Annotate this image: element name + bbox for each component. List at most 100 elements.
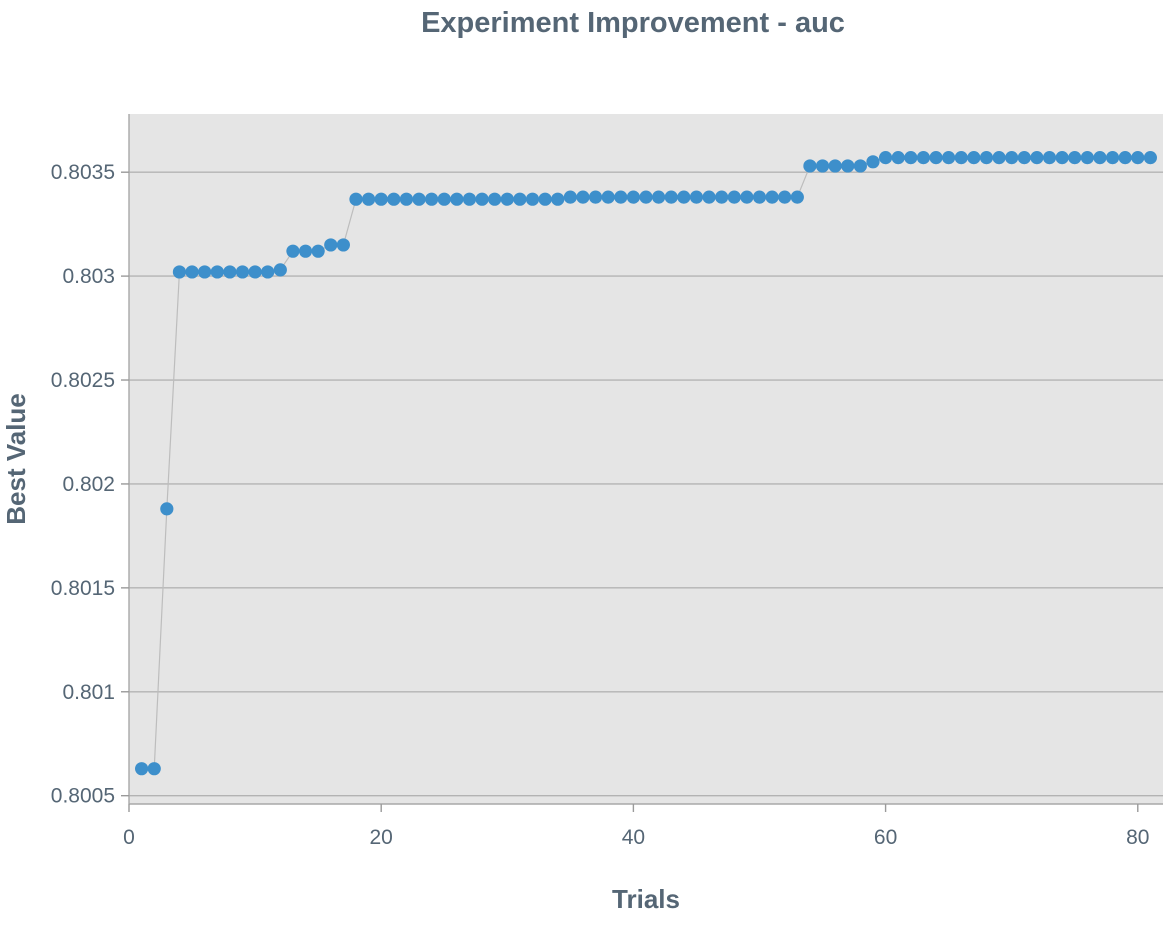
- data-point: [248, 265, 262, 279]
- data-point: [450, 192, 464, 206]
- y-tick-label: 0.8015: [51, 577, 115, 600]
- data-point: [765, 190, 779, 204]
- data-point: [727, 190, 741, 204]
- data-point: [929, 151, 943, 165]
- data-point: [147, 762, 161, 776]
- data-point: [866, 155, 880, 169]
- data-point: [954, 151, 968, 165]
- data-point: [790, 190, 804, 204]
- data-point: [475, 192, 489, 206]
- data-point: [437, 192, 451, 206]
- data-point: [172, 265, 187, 279]
- data-point: [1005, 151, 1019, 165]
- data-point: [942, 151, 956, 165]
- data-point: [1030, 151, 1044, 165]
- data-point: [601, 190, 615, 204]
- chart-title: Experiment Improvement - auc: [421, 7, 845, 39]
- plot-background: [129, 114, 1163, 804]
- y-tick-label: 0.801: [62, 681, 115, 704]
- y-tick-label: 0.803: [62, 265, 115, 288]
- data-point: [273, 263, 287, 277]
- data-point: [160, 502, 174, 516]
- data-point: [1017, 151, 1031, 165]
- data-point: [500, 192, 514, 206]
- data-point: [1118, 151, 1132, 165]
- data-point: [1093, 151, 1107, 165]
- data-point: [462, 192, 477, 206]
- y-tick-label: 0.8005: [51, 785, 115, 808]
- data-point: [815, 159, 830, 173]
- data-point: [298, 244, 313, 258]
- data-point: [652, 190, 666, 204]
- y-axis-ticks: 0.8005 0.801 0.8015 0.802 0.8025 0.803 0.8035: [51, 161, 129, 808]
- data-point: [374, 192, 388, 206]
- data-point: [752, 190, 767, 204]
- data-point: [979, 151, 994, 165]
- x-tick-label: 60: [874, 826, 897, 849]
- series-points: [135, 151, 1157, 776]
- data-point: [1080, 151, 1094, 165]
- data-point: [841, 159, 855, 173]
- data-point: [336, 238, 350, 252]
- data-point: [551, 192, 565, 206]
- data-point: [878, 151, 893, 165]
- data-point: [891, 151, 905, 165]
- axes: [128, 114, 1163, 805]
- data-point: [740, 190, 754, 204]
- x-axis-title: Trials: [612, 884, 680, 914]
- y-tick-label: 0.8035: [51, 161, 115, 184]
- data-point: [399, 192, 414, 206]
- data-point: [135, 762, 149, 776]
- data-point: [588, 190, 603, 204]
- data-point: [286, 244, 300, 258]
- y-axis-title: Best Value: [1, 393, 31, 525]
- data-point: [513, 192, 527, 206]
- data-point: [689, 190, 704, 204]
- x-tick-label: 80: [1126, 826, 1149, 849]
- data-point: [702, 190, 716, 204]
- data-point: [992, 151, 1006, 165]
- data-point: [715, 190, 729, 204]
- data-point: [904, 151, 918, 165]
- data-point: [853, 159, 867, 173]
- data-point: [1131, 151, 1145, 165]
- x-tick-label: 0: [123, 826, 135, 849]
- data-point: [412, 192, 426, 206]
- data-point: [210, 265, 224, 279]
- data-point: [311, 244, 325, 258]
- data-point: [261, 265, 275, 279]
- y-tick-label: 0.802: [62, 473, 115, 496]
- data-point: [677, 190, 691, 204]
- data-point: [1042, 151, 1057, 165]
- data-point: [639, 190, 653, 204]
- data-point: [324, 238, 338, 252]
- data-point: [488, 192, 502, 206]
- x-tick-label: 40: [622, 826, 645, 849]
- x-axis-ticks: 0 20 40 60 80: [123, 804, 1149, 849]
- data-point: [1105, 151, 1120, 165]
- grid-lines: [129, 171, 1163, 797]
- data-point: [803, 159, 817, 173]
- data-point: [614, 190, 628, 204]
- data-point: [223, 265, 237, 279]
- data-point: [967, 151, 981, 165]
- data-point: [425, 192, 439, 206]
- data-point: [235, 265, 250, 279]
- data-point: [185, 265, 199, 279]
- data-point: [525, 192, 540, 206]
- data-point: [626, 190, 640, 204]
- data-point: [349, 192, 363, 206]
- data-point: [198, 265, 212, 279]
- x-tick-label: 20: [370, 826, 393, 849]
- data-point: [387, 192, 401, 206]
- data-point: [1055, 151, 1069, 165]
- data-point: [576, 190, 590, 204]
- y-tick-label: 0.8025: [51, 369, 115, 392]
- data-point: [1143, 151, 1157, 165]
- data-point: [916, 151, 931, 165]
- data-point: [538, 192, 552, 206]
- data-point: [828, 159, 842, 173]
- data-point: [361, 192, 376, 206]
